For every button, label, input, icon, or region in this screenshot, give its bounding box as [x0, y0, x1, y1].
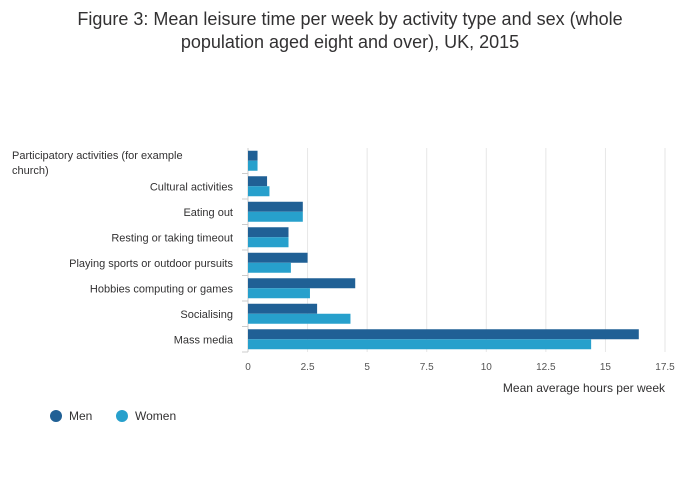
- x-axis-title: Mean average hours per week: [503, 381, 666, 395]
- bar-men: [248, 201, 303, 212]
- category-label: Socialising: [180, 309, 233, 321]
- category-label: Cultural activities: [150, 181, 234, 193]
- x-tick-label: 17.5: [655, 362, 675, 373]
- x-tick-label: 12.5: [536, 362, 556, 373]
- x-tick-label: 15: [600, 362, 612, 373]
- x-tick-label: 5: [364, 362, 370, 373]
- category-label: Participatory activities (for example chu…: [12, 150, 183, 177]
- legend-marker-women: [116, 410, 128, 422]
- bar-women: [248, 288, 310, 299]
- bar-women: [248, 262, 291, 273]
- chart-title-line-2: population aged eight and over), UK, 201…: [180, 32, 520, 52]
- x-tick-label: 7.5: [420, 362, 434, 373]
- legend-label-men: Men: [69, 409, 92, 423]
- bar-men: [248, 303, 318, 314]
- bar-women: [248, 211, 303, 222]
- bar-men: [248, 150, 258, 161]
- bar-women: [248, 313, 351, 324]
- category-label: Resting or taking timeout: [111, 232, 233, 244]
- category-label: Hobbies computing or games: [90, 283, 234, 295]
- bar-men: [248, 278, 356, 289]
- bar-men: [248, 227, 289, 238]
- bar-women: [248, 339, 592, 350]
- legend-marker-men: [50, 410, 62, 422]
- chart-title-line-1: Figure 3: Mean leisure time per week by …: [77, 9, 623, 29]
- legend-label-women: Women: [135, 409, 176, 423]
- category-label: Mass media: [174, 334, 234, 346]
- bar-women: [248, 186, 270, 197]
- bar-men: [248, 329, 639, 340]
- x-tick-label: 0: [245, 362, 251, 373]
- category-label: Playing sports or outdoor pursuits: [69, 258, 233, 270]
- category-label: Eating out: [183, 207, 233, 219]
- bar-women: [248, 160, 258, 171]
- bar-women: [248, 237, 289, 248]
- x-tick-label: 2.5: [301, 362, 315, 373]
- x-tick-label: 10: [481, 362, 493, 373]
- bar-men: [248, 252, 308, 263]
- bar-men: [248, 176, 268, 187]
- chart-title: Figure 3: Mean leisure time per week by …: [0, 8, 700, 54]
